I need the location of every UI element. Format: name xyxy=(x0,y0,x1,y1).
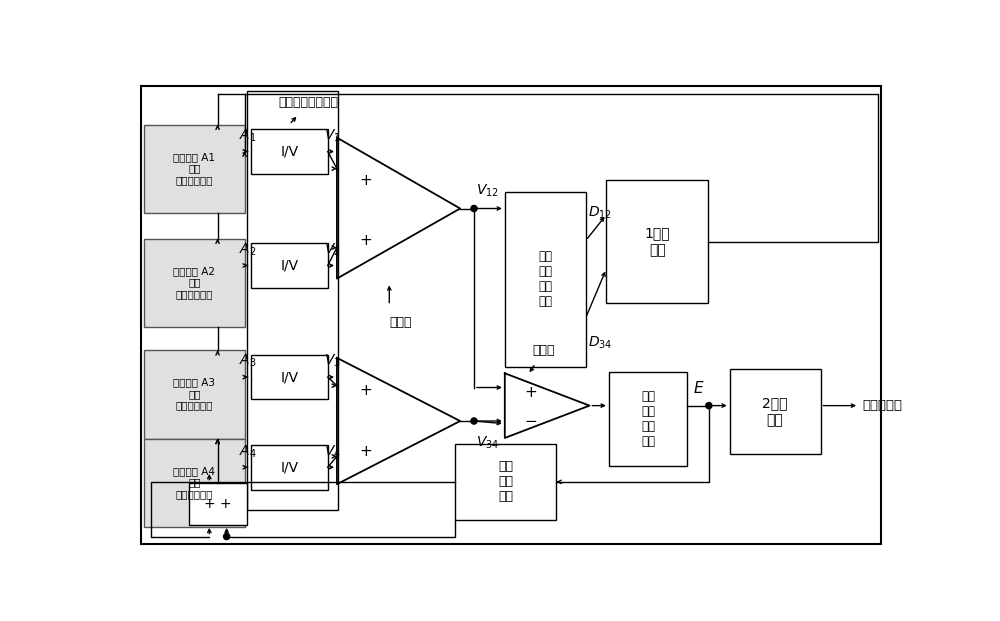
Text: +: + xyxy=(360,173,373,188)
FancyBboxPatch shape xyxy=(189,483,247,525)
Text: $D_{12}$: $D_{12}$ xyxy=(588,205,612,222)
Text: 加速度计 A4
输出
标度因数调整: 加速度计 A4 输出 标度因数调整 xyxy=(173,466,215,499)
Text: 电流转电压放大器: 电流转电压放大器 xyxy=(278,96,338,109)
Text: 减法器: 减法器 xyxy=(532,343,555,356)
Text: 梯度值输出: 梯度值输出 xyxy=(863,399,903,412)
FancyBboxPatch shape xyxy=(251,445,328,489)
Text: 加速度计 A3
输出
标度因数调整: 加速度计 A3 输出 标度因数调整 xyxy=(173,378,215,410)
Text: $A_3$: $A_3$ xyxy=(239,353,256,369)
Text: 加法器: 加法器 xyxy=(390,316,412,329)
FancyBboxPatch shape xyxy=(247,91,338,510)
Text: I/V: I/V xyxy=(280,258,298,273)
Text: 加速度计 A2
输出
标度因数调整: 加速度计 A2 输出 标度因数调整 xyxy=(173,266,215,299)
FancyBboxPatch shape xyxy=(606,180,708,303)
Circle shape xyxy=(706,402,712,409)
Text: $A_2$: $A_2$ xyxy=(239,242,256,258)
Text: $V_3$: $V_3$ xyxy=(324,353,341,369)
Text: $V_{12}$: $V_{12}$ xyxy=(476,183,498,199)
FancyBboxPatch shape xyxy=(505,191,586,367)
Text: $V_1$: $V_1$ xyxy=(324,127,341,144)
Circle shape xyxy=(224,533,230,540)
Text: 双通
道模
数转
换器: 双通 道模 数转 换器 xyxy=(538,250,552,309)
Text: −: − xyxy=(525,414,537,428)
Text: +: + xyxy=(360,233,373,248)
Text: $A_4$: $A_4$ xyxy=(239,443,257,460)
Circle shape xyxy=(471,206,477,212)
Text: $V_2$: $V_2$ xyxy=(324,242,341,258)
Text: +: + xyxy=(360,383,373,397)
FancyBboxPatch shape xyxy=(455,444,556,520)
Text: 加速度计 A1
输出
标度因数调整: 加速度计 A1 输出 标度因数调整 xyxy=(173,152,215,185)
Text: 固定
频率
解调: 固定 频率 解调 xyxy=(498,460,513,504)
Text: +: + xyxy=(525,385,537,400)
FancyBboxPatch shape xyxy=(251,355,328,399)
FancyBboxPatch shape xyxy=(251,129,328,174)
Text: $V_4$: $V_4$ xyxy=(324,443,341,460)
Text: 1倍频
解调: 1倍频 解调 xyxy=(644,227,670,256)
FancyBboxPatch shape xyxy=(251,243,328,288)
FancyBboxPatch shape xyxy=(141,86,881,544)
FancyBboxPatch shape xyxy=(609,372,687,466)
FancyBboxPatch shape xyxy=(144,125,245,213)
Text: 单通
道模
数转
换器: 单通 道模 数转 换器 xyxy=(641,390,655,448)
FancyBboxPatch shape xyxy=(730,369,820,454)
FancyBboxPatch shape xyxy=(144,350,245,438)
FancyBboxPatch shape xyxy=(144,238,245,327)
Circle shape xyxy=(471,418,477,424)
Text: $D_{34}$: $D_{34}$ xyxy=(588,335,612,351)
Text: I/V: I/V xyxy=(280,460,298,474)
Text: $E$: $E$ xyxy=(693,381,705,396)
Text: I/V: I/V xyxy=(280,145,298,158)
Text: $V_{34}$: $V_{34}$ xyxy=(476,435,499,451)
Text: +: + xyxy=(360,444,373,460)
Text: + +: + + xyxy=(204,497,232,511)
Text: I/V: I/V xyxy=(280,370,298,384)
Text: 2倍频
解调: 2倍频 解调 xyxy=(762,397,788,427)
Text: $A_1$: $A_1$ xyxy=(239,127,256,144)
FancyBboxPatch shape xyxy=(144,438,245,527)
